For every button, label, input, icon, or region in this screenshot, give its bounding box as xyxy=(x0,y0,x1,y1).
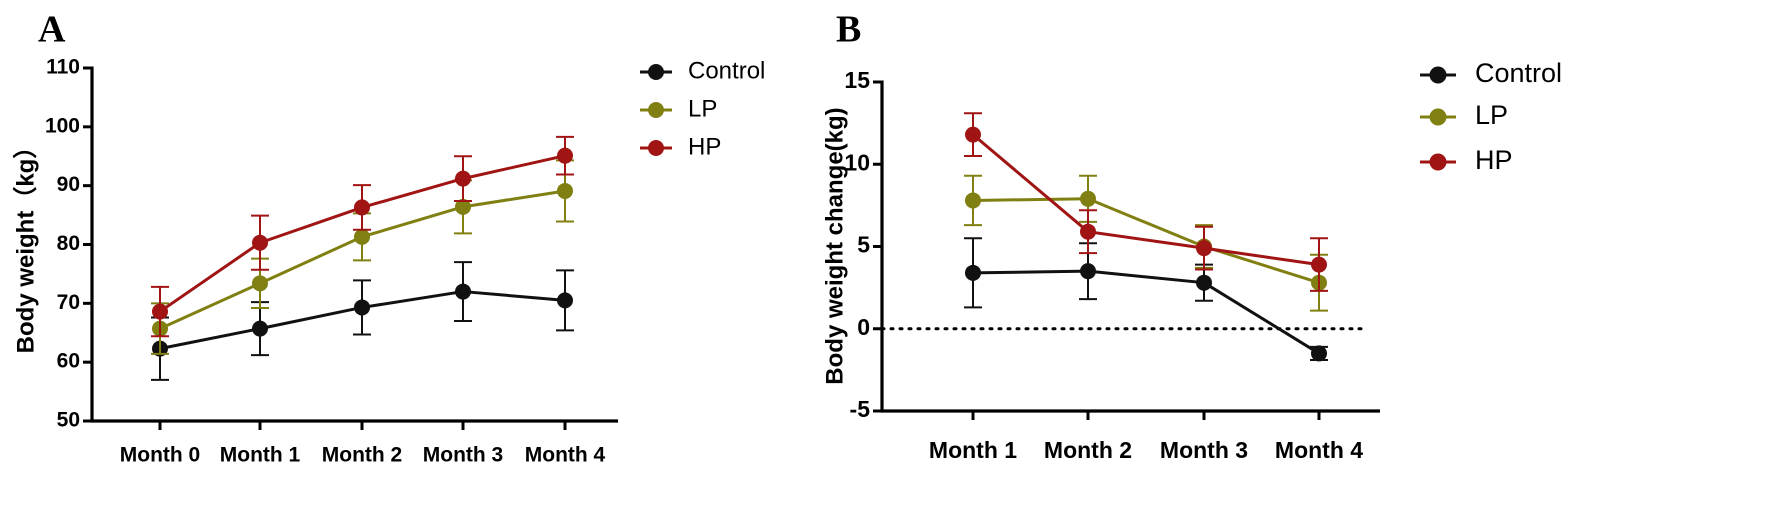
legend-marker-control xyxy=(648,64,664,80)
panel-a-y-tick-label: 50 xyxy=(57,409,80,432)
chart-panel-b: B Body weight change(kg)-5 0 5 10 15 Month 1 Mo… xyxy=(821,9,1562,463)
panel-a-y-tick-label: 90 xyxy=(57,173,80,196)
panel-a-y-axis-title: Body weight（kg） xyxy=(12,135,39,354)
data-point-hp xyxy=(354,199,370,216)
data-point-control xyxy=(252,320,268,337)
data-point-control xyxy=(1080,263,1096,280)
data-point-control xyxy=(1196,274,1212,291)
panel-a-series-control xyxy=(151,261,574,381)
panel-a-series-hp xyxy=(151,135,574,338)
panel-b-series-control xyxy=(964,237,1328,362)
legend-marker-control xyxy=(1429,66,1447,84)
legend-marker-hp xyxy=(648,140,664,156)
series-line-hp xyxy=(972,133,1320,267)
panel-a-x-tick-label: Month 1 xyxy=(220,444,301,467)
data-point-control xyxy=(965,264,981,281)
data-point-lp xyxy=(557,182,573,199)
panel-b-x-tick-label: Month 1 xyxy=(929,437,1017,463)
panel-b-label: B xyxy=(836,9,861,51)
data-point-hp xyxy=(455,170,471,187)
legend-marker-lp xyxy=(1429,108,1447,126)
data-point-control xyxy=(354,299,370,316)
data-point-hp xyxy=(557,147,573,164)
data-point-control xyxy=(1311,345,1327,362)
data-point-control xyxy=(455,283,471,300)
panel-a-y-tick-label: 110 xyxy=(46,56,80,79)
panel-a-y-tick-label: 70 xyxy=(57,291,80,314)
panel-b-y-tick-label: 10 xyxy=(844,149,870,175)
panel-a-y-tick-label: 60 xyxy=(57,350,80,373)
data-point-hp xyxy=(1311,256,1327,273)
panel-a-y-tick-label: 100 xyxy=(45,114,80,137)
data-point-hp xyxy=(152,303,168,320)
legend-marker-lp xyxy=(648,102,664,118)
panel-b-legend: Control LP HP xyxy=(1420,58,1562,175)
data-point-lp xyxy=(252,275,268,292)
legend-label-control: Control xyxy=(1475,58,1562,88)
panel-b-y-tick-label: -5 xyxy=(850,396,871,422)
data-point-hp xyxy=(252,234,268,251)
series-line-control xyxy=(972,269,1320,355)
panel-b-series-hp xyxy=(964,112,1328,292)
panel-a-label: A xyxy=(38,9,66,51)
panel-b-y-tick-label: 5 xyxy=(857,232,870,258)
panel-a-x-tick-label: Month 0 xyxy=(120,444,200,467)
legend-label-control: Control xyxy=(688,57,765,84)
panel-b-y-tick-label: 15 xyxy=(844,67,870,93)
panel-a-x-tick-label: Month 2 xyxy=(322,444,402,467)
panel-a-x-tick-label: Month 4 xyxy=(525,444,606,467)
data-point-lp xyxy=(354,228,370,245)
data-point-lp xyxy=(965,192,981,209)
panel-b-x-tick-label: Month 4 xyxy=(1275,437,1363,463)
series-line-lp xyxy=(972,197,1320,285)
legend-label-lp: LP xyxy=(1475,100,1508,130)
data-point-lp xyxy=(455,198,471,215)
panel-a-x-tick-label: Month 3 xyxy=(423,444,503,467)
panel-a-y-tick-label: 80 xyxy=(57,232,80,255)
data-point-hp xyxy=(1080,223,1096,240)
panel-a-legend: Control LP HP xyxy=(640,57,765,160)
chart-panel-a: A Body weight（kg） 50 60 70 80 90 100 110 Month 0 M… xyxy=(12,9,765,467)
panel-b-y-axis-title: Body weight change(kg) xyxy=(821,107,848,384)
data-point-lp xyxy=(1080,190,1096,207)
panel-b-x-tick-label: Month 2 xyxy=(1044,437,1132,463)
panel-b-x-tick-label: Month 3 xyxy=(1160,437,1248,463)
panel-b-y-tick-label: 0 xyxy=(857,314,870,340)
data-point-hp xyxy=(965,126,981,143)
legend-label-lp: LP xyxy=(688,95,717,122)
data-point-hp xyxy=(1196,240,1212,257)
panel-b-series-lp xyxy=(964,174,1328,312)
legend-label-hp: HP xyxy=(1475,145,1513,175)
legend-label-hp: HP xyxy=(688,133,721,160)
data-point-control xyxy=(557,292,573,309)
legend-marker-hp xyxy=(1429,153,1447,171)
